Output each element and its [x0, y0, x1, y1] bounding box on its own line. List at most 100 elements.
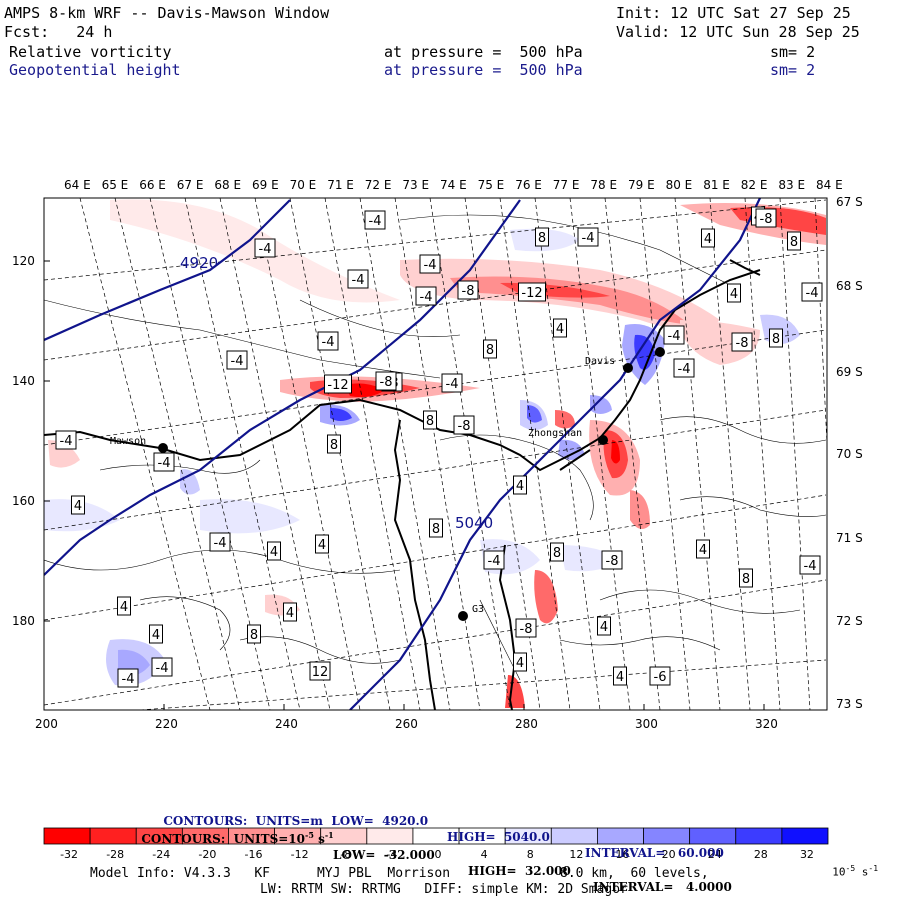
vorticity-value-box: -4: [317, 331, 339, 351]
colorbar-ticks: -32 -28 -24 -20 -16 -12 -8 -4 0 4 8 12 16 20 24 28 32: [60, 848, 814, 861]
bottom-axis-tick-label: 260: [395, 717, 418, 731]
svg-text:-8: -8: [380, 375, 393, 390]
vorticity-value-box: -8: [453, 415, 475, 435]
svg-text:-6: -6: [654, 670, 667, 685]
svg-text:8: 8: [790, 235, 798, 250]
svg-text:-4: -4: [668, 329, 681, 344]
field1-level: at pressure = 500 hPa: [384, 43, 583, 61]
vorticity-value-box: -12: [324, 374, 352, 394]
colorbar-segment: [550, 827, 598, 845]
station-dot-zhongshan: [598, 435, 608, 445]
vorticity-value-box: -4: [799, 555, 821, 575]
vorticity-value-box: -4: [117, 668, 139, 688]
height-contours: [44, 198, 761, 710]
svg-text:-12: -12: [327, 378, 348, 393]
vorticity-value-box: 4: [553, 318, 567, 338]
model-resolution: 8.0 km, 60 levels,: [560, 866, 709, 881]
vorticity-value-box: 4: [283, 602, 297, 622]
left-axis-tick-label: 180: [12, 614, 35, 628]
svg-text:8: 8: [538, 231, 546, 246]
vorticity-value-box: 4: [267, 541, 281, 561]
vorticity-value-box: -4: [254, 238, 276, 258]
bottom-axis-tick-label: 220: [155, 717, 178, 731]
left-axis-tick-label: 120: [12, 254, 35, 268]
plot-area: 4920 5040 Mawson Davis Zhongshan G3 -4-4…: [44, 198, 827, 710]
top-longitude-label: 68 E: [214, 178, 241, 192]
top-longitude-label: 66 E: [139, 178, 166, 192]
vorticity-value-box: -4: [415, 286, 437, 306]
svg-text:8: 8: [432, 522, 440, 537]
svg-text:8: 8: [553, 546, 561, 561]
svg-text:4: 4: [152, 628, 160, 643]
svg-text:8: 8: [772, 332, 780, 347]
svg-text:-8: -8: [520, 622, 533, 637]
vorticity-value-box: 4: [613, 666, 627, 686]
svg-text:4: 4: [286, 606, 294, 621]
station-label-zhongshan: Zhongshan: [528, 428, 582, 439]
colorbar-tick-label: 24: [708, 848, 722, 861]
vorticity-value-box: 4: [701, 228, 715, 248]
top-longitude-label: 84 E: [816, 178, 843, 192]
svg-text:4: 4: [516, 656, 524, 671]
top-longitude-label: 67 E: [177, 178, 204, 192]
field2-name: Geopotential height: [9, 61, 181, 79]
vorticity-value-box: 12: [309, 661, 331, 681]
colorbar-tick-label: 28: [754, 848, 768, 861]
vorticity-value-box: -8: [755, 208, 777, 228]
field2-level: at pressure = 500 hPa: [384, 61, 583, 79]
axis-ticks: [43, 260, 765, 710]
model-info: Model Info: V4.3.3 KF MYJ PBL Morrison: [90, 866, 451, 881]
bottom-axis-tick-label: 280: [515, 717, 538, 731]
colorbar-tick-label: -16: [245, 848, 263, 861]
forecast-hour: Fcst: 24 h: [4, 23, 113, 41]
vorticity-value-box: 4: [315, 534, 329, 554]
svg-text:-4: -4: [369, 214, 382, 229]
vorticity-contour-info: CONTOURS: UNITS=10-5 s-1 LOW= -32.000 HI…: [141, 830, 732, 894]
colorbar-tick-label: -8: [340, 848, 351, 861]
svg-text:-12: -12: [521, 286, 542, 301]
vorticity-value-box: 8: [483, 339, 497, 359]
station-dot-davis: [623, 363, 633, 373]
right-latitude-label: 71 S: [836, 531, 863, 545]
vorticity-value-box: 8: [423, 410, 437, 430]
colorbar-segment: [89, 827, 137, 845]
svg-text:-4: -4: [214, 536, 227, 551]
svg-text:4: 4: [270, 545, 278, 560]
top-longitude-label: 65 E: [102, 178, 129, 192]
top-longitude-label: 75 E: [478, 178, 505, 192]
svg-text:4: 4: [74, 499, 82, 514]
bottom-axis-tick-label: 200: [35, 717, 58, 731]
vorticity-value-box: -4: [673, 358, 695, 378]
top-longitude-label: 70 E: [290, 178, 317, 192]
svg-text:8: 8: [250, 628, 258, 643]
station-dot-extra: [655, 347, 665, 357]
top-longitude-label: 80 E: [666, 178, 693, 192]
vorticity-value-box: -4: [364, 210, 386, 230]
svg-text:8: 8: [742, 572, 750, 587]
svg-text:4: 4: [616, 670, 624, 685]
vorticity-value-box: -4: [55, 430, 77, 450]
vorticity-value-labels: -4 -4 -4 -4 -4 -4 -4 -8 -12 -8 -4 -12 -8 -4 -4 8 8 -8 8 -4 4…: [55, 206, 823, 688]
vorticity-value-box: -4: [663, 325, 685, 345]
svg-text:-4: -4: [424, 258, 437, 273]
svg-text:4: 4: [699, 543, 707, 558]
colorbar-tick-label: -20: [198, 848, 216, 861]
svg-text:4: 4: [516, 479, 524, 494]
station-label-g3: G3: [472, 604, 484, 615]
vorticity-value-box: -8: [375, 371, 397, 391]
vorticity-value-box: -6: [649, 666, 671, 686]
height-contour-info: CONTOURS: UNITS=m LOW= 4920.0 HIGH= 5040…: [163, 814, 724, 860]
vorticity-value-box: 8: [739, 568, 753, 588]
field2-smoothing: sm= 2: [770, 61, 816, 79]
vorticity-value-box: 4: [149, 624, 163, 644]
map-title: AMPS 8-km WRF -- Davis-Mawson Window: [4, 4, 330, 22]
svg-text:8: 8: [330, 438, 338, 453]
svg-text:-4: -4: [322, 335, 335, 350]
svg-text:-4: -4: [156, 661, 169, 676]
colorbar-tick-label: -4: [386, 848, 397, 861]
station-dot-mawson: [158, 443, 168, 453]
svg-text:-4: -4: [804, 559, 817, 574]
top-longitude-label: 78 E: [590, 178, 617, 192]
station-label-davis: Davis: [585, 356, 615, 367]
